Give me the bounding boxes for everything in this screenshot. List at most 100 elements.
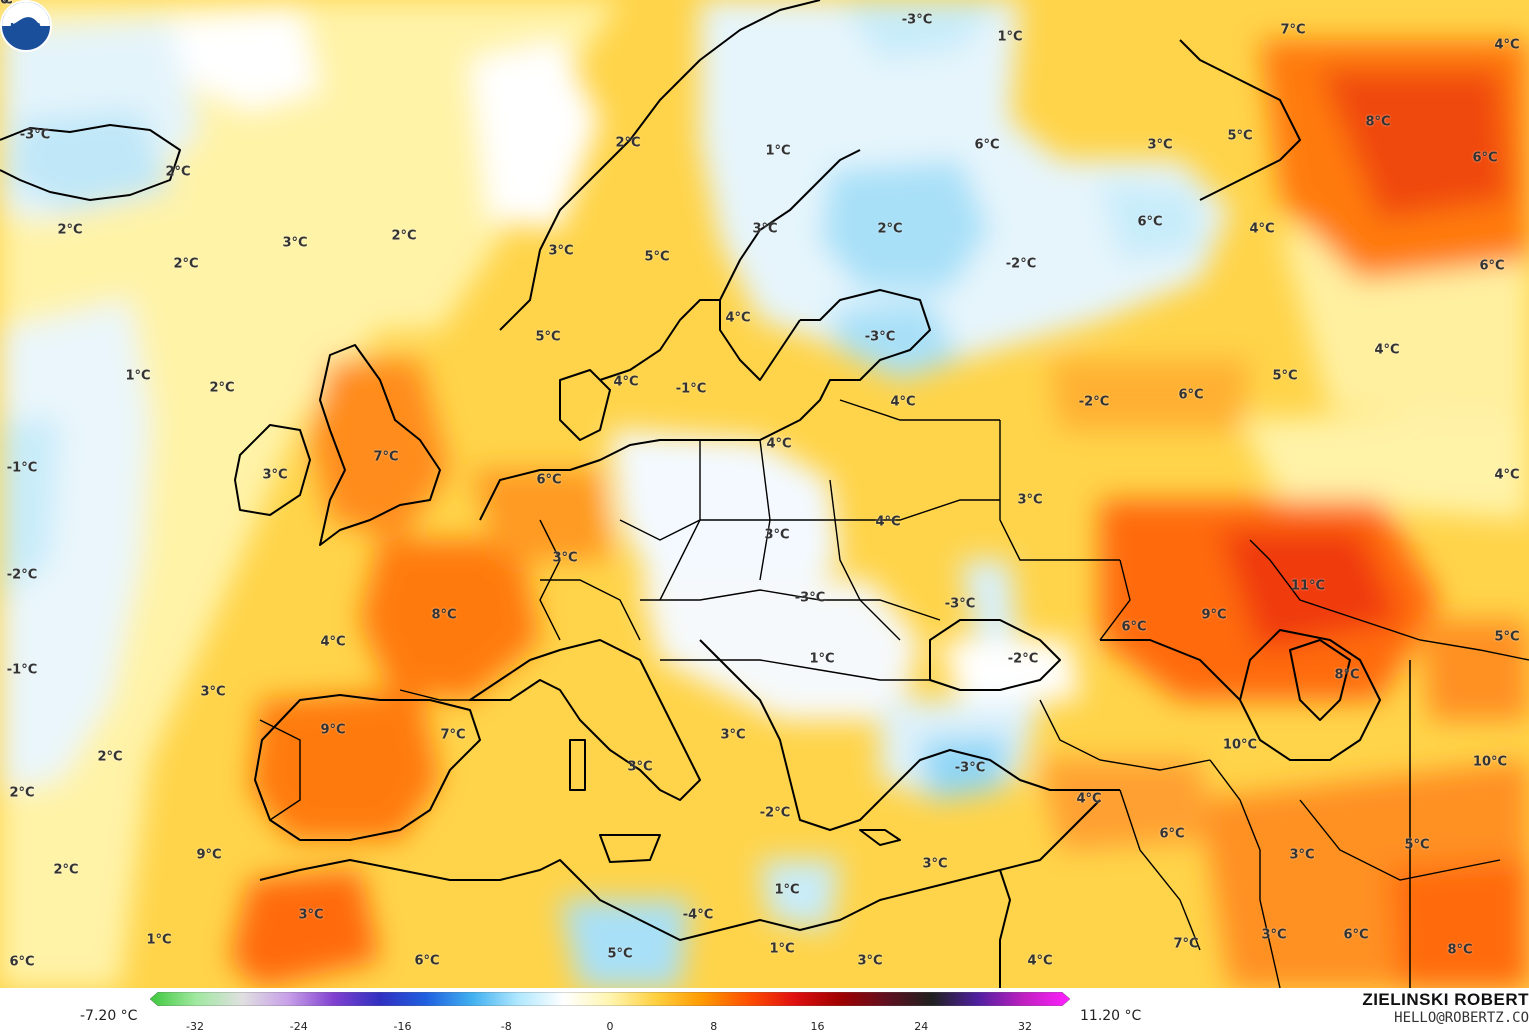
temperature-label: 6°C <box>1121 619 1147 635</box>
temperature-label: 4°C <box>1076 791 1102 807</box>
map-canvas <box>0 0 1529 988</box>
colorbar-tick-label: -8 <box>500 1020 512 1033</box>
temperature-label: 6°C <box>1479 258 1505 274</box>
temperature-label: 4°C <box>1494 467 1520 483</box>
temperature-label: 4°C <box>1027 953 1053 969</box>
temperature-label: 5°C <box>644 249 670 265</box>
temperature-label: -3°C <box>901 12 933 28</box>
temperature-label: 4°C <box>0 0 13 8</box>
temperature-label: 3°C <box>1261 927 1287 943</box>
temperature-label: 2°C <box>97 749 123 765</box>
temperature-label: 1°C <box>809 651 835 667</box>
temperature-label: 4°C <box>766 436 792 452</box>
temperature-label: 4°C <box>613 374 639 390</box>
credit-name: ZIELINSKI ROBERT <box>1362 990 1529 1009</box>
temperature-label: 6°C <box>0 0 13 8</box>
temperature-label: 3°C <box>1147 137 1173 153</box>
temperature-label: 3°C <box>720 727 746 743</box>
temperature-label: 9°C <box>320 722 346 738</box>
colorbar-tick-label: 16 <box>810 1020 825 1033</box>
temperature-label: 1°C <box>146 932 172 948</box>
temperature-label: 2°C <box>615 135 641 151</box>
temperature-label: -1°C <box>6 460 38 476</box>
temperature-label: 4°C <box>1249 221 1275 237</box>
temperature-label: 2°C <box>209 380 235 396</box>
temperature-label: 1°C <box>997 29 1023 45</box>
temperature-label: 3°C <box>262 467 288 483</box>
temperature-label: 4°C <box>725 310 751 326</box>
temperature-label: 3°C <box>1017 492 1043 508</box>
temperature-label: 3°C <box>752 221 778 237</box>
temperature-label: 6°C <box>1178 387 1204 403</box>
temperature-label: 4°C <box>875 514 901 530</box>
temperature-label: 7°C <box>1280 22 1306 38</box>
colorbar <box>150 992 1070 1006</box>
legend-min-label: -7.20 °C <box>80 1008 138 1024</box>
temperature-label: 8°C <box>1365 114 1391 130</box>
temperature-label: 3°C <box>922 856 948 872</box>
colorbar-tick-label: 8 <box>710 1020 718 1033</box>
temperature-label: 4°C <box>1374 342 1400 358</box>
colorbar-tick-label: -16 <box>393 1020 412 1033</box>
coastlines <box>0 0 1411 988</box>
temperature-label: 2°C <box>391 228 417 244</box>
temperature-label: -2°C <box>1007 651 1039 667</box>
temperature-label: 8°C <box>1447 942 1473 958</box>
temperature-label: 10 <box>0 0 10 8</box>
temperature-label: 5°C <box>607 946 633 962</box>
temperature-label: 5°C <box>1404 837 1430 853</box>
noaa-logo-text: NOAA <box>10 22 42 33</box>
temperature-label: 6°C <box>1472 150 1498 166</box>
temperature-label: 3°C <box>548 243 574 259</box>
temperature-label: 7°C <box>440 727 466 743</box>
temperature-label: 8°C <box>1334 667 1360 683</box>
temperature-label: 2°C <box>53 862 79 878</box>
temperature-label: 5°C <box>1494 629 1520 645</box>
temperature-label: 6°C <box>414 953 440 969</box>
temperature-label: 4°C <box>1494 37 1520 53</box>
temperature-label: 3°C <box>298 907 324 923</box>
temperature-label: -3°C <box>794 590 826 606</box>
temperature-anomaly-map: 1°C -3°C 2°C 2°C 2°C 3°C 2°C 1°C 2°C -1°C 3°C 7°C -2… <box>0 0 1529 988</box>
colorbar-tick-label: -32 <box>186 1020 204 1033</box>
borders <box>259 399 1529 988</box>
legend-max-label: 11.20 °C <box>1080 1008 1142 1024</box>
colorbar-tick-label: 0 <box>606 1020 614 1033</box>
temperature-label: 6°C <box>974 137 1000 153</box>
colorbar-tick-label: -24 <box>289 1020 308 1033</box>
temperature-label: -2°C <box>1005 256 1037 272</box>
temperature-label: -3°C <box>944 596 976 612</box>
temperature-label: 6°C <box>536 472 562 488</box>
temperature-label: 4°C <box>320 634 346 650</box>
temperature-label: 3°C <box>627 759 653 775</box>
temperature-label: 10°C <box>1472 754 1508 770</box>
temperature-label: -1°C <box>6 662 38 678</box>
temperature-label: 6°C <box>9 954 35 970</box>
temperature-label: 6°C <box>1343 927 1369 943</box>
temperature-label: 3°C <box>200 684 226 700</box>
colorbar-tick-label: 24 <box>914 1020 929 1033</box>
temperature-label: 2°C <box>9 785 35 801</box>
temperature-label: -1°C <box>675 381 707 397</box>
temperature-label: 6°C <box>1137 214 1163 230</box>
temperature-label: 7°C <box>1173 936 1199 952</box>
temperature-label: 5°C <box>1272 368 1298 384</box>
temperature-label: -3°C <box>19 127 51 143</box>
temperature-label: 11°C <box>1290 578 1326 594</box>
temperature-label: 10°C <box>1222 737 1258 753</box>
noaa-logo-icon: NOAA <box>0 0 52 52</box>
temperature-label: 7°C <box>373 449 399 465</box>
temperature-label: 1°C <box>774 882 800 898</box>
temperature-label: 5°C <box>535 329 561 345</box>
anomaly-field <box>0 0 1529 988</box>
legend-bar: -7.20 °C -32 -24 -16 -8 0 8 16 24 32 11.20 °C ZI… <box>0 988 1529 1035</box>
temperature-label: -3°C <box>954 760 986 776</box>
temperature-label: 8°C <box>431 607 457 623</box>
temperature-label: 4°C <box>890 394 916 410</box>
temperature-label: 2°C <box>57 222 83 238</box>
temperature-label: 9°C <box>196 847 222 863</box>
temperature-label: -4°C <box>682 907 714 923</box>
temperature-label: 3°C <box>1289 847 1315 863</box>
temperature-label: -2°C <box>759 805 791 821</box>
temperature-label: 5°C <box>1227 128 1253 144</box>
